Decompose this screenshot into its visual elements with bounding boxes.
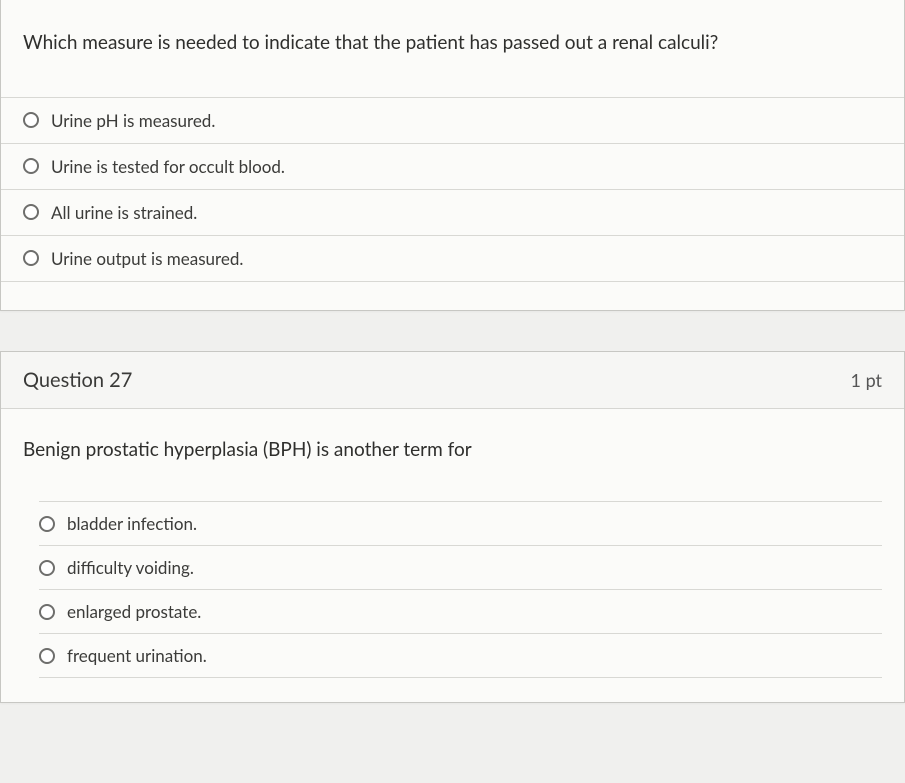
question-card: Which measure is needed to indicate that…: [0, 0, 905, 311]
question-points: 1 pt: [851, 369, 882, 391]
option-row[interactable]: Urine is tested for occult blood.: [1, 143, 904, 189]
radio-icon: [23, 250, 39, 266]
option-row[interactable]: bladder infection.: [39, 501, 882, 545]
option-label: All urine is strained.: [51, 202, 197, 223]
radio-icon: [23, 204, 39, 220]
options-group: bladder infection. difficulty voiding. e…: [1, 501, 904, 702]
radio-icon: [23, 112, 39, 128]
option-label: enlarged prostate.: [67, 601, 201, 622]
question-title: Question 27: [23, 368, 132, 392]
question-card: Question 27 1 pt Benign prostatic hyperp…: [0, 351, 905, 704]
radio-icon: [23, 158, 39, 174]
option-row[interactable]: frequent urination.: [39, 633, 882, 678]
question-body: Benign prostatic hyperplasia (BPH) is an…: [1, 409, 904, 502]
question-body: Which measure is needed to indicate that…: [1, 0, 904, 97]
option-row[interactable]: difficulty voiding.: [39, 545, 882, 589]
option-label: bladder infection.: [67, 513, 197, 534]
option-label: frequent urination.: [67, 645, 207, 666]
question-header: Question 27 1 pt: [1, 352, 904, 409]
option-label: difficulty voiding.: [67, 557, 194, 578]
option-label: Urine output is measured.: [51, 248, 243, 269]
radio-icon: [39, 604, 55, 620]
option-row[interactable]: All urine is strained.: [1, 189, 904, 235]
option-label: Urine is tested for occult blood.: [51, 156, 285, 177]
radio-icon: [39, 516, 55, 532]
radio-icon: [39, 560, 55, 576]
question-text: Benign prostatic hyperplasia (BPH) is an…: [23, 437, 882, 464]
radio-icon: [39, 648, 55, 664]
option-row[interactable]: Urine pH is measured.: [1, 97, 904, 143]
question-text: Which measure is needed to indicate that…: [23, 30, 882, 57]
option-row[interactable]: enlarged prostate.: [39, 589, 882, 633]
options-group: Urine pH is measured. Urine is tested fo…: [1, 97, 904, 310]
option-row[interactable]: Urine output is measured.: [1, 235, 904, 282]
option-label: Urine pH is measured.: [51, 110, 215, 131]
